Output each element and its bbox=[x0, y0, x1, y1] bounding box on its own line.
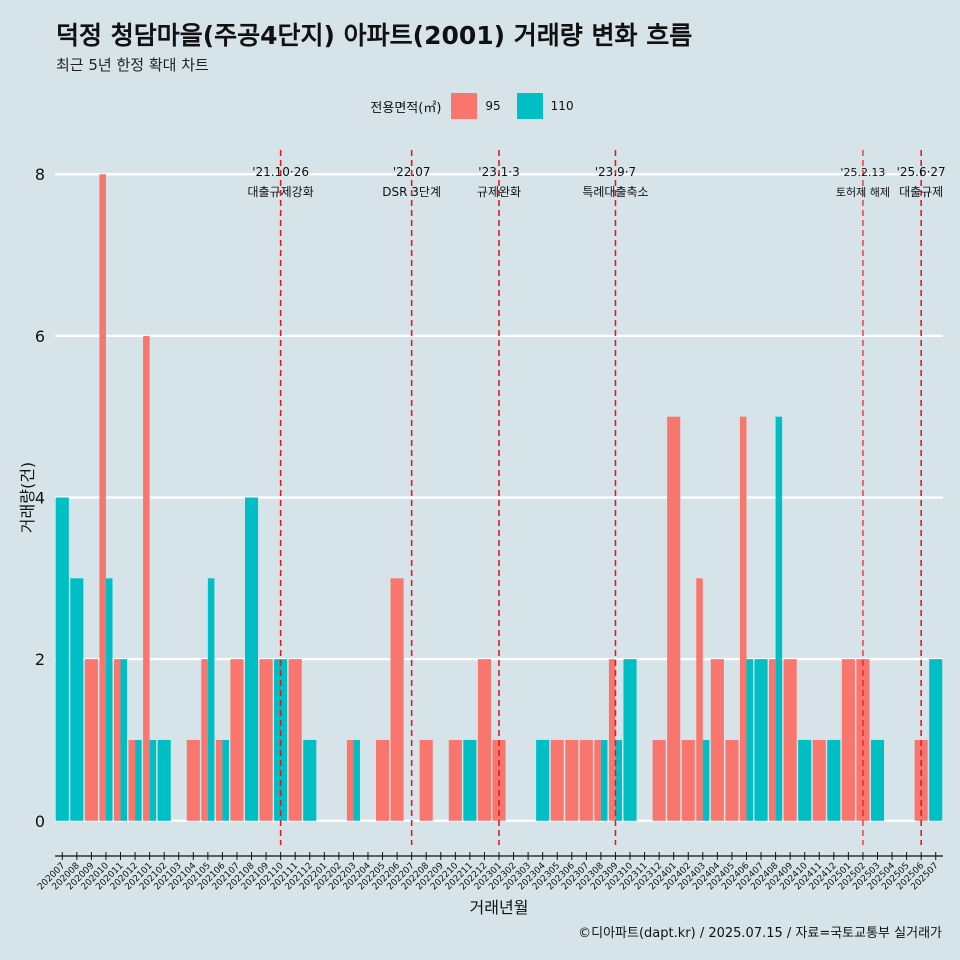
bar-95-202405 bbox=[725, 739, 739, 821]
bar-95-202402 bbox=[681, 739, 695, 821]
bar-95-202401 bbox=[667, 416, 681, 821]
bar-95-202104 bbox=[186, 739, 200, 821]
annotation-label-202502: 토허제 해제 bbox=[836, 185, 890, 199]
annotation-date-202110: '21.10·26 bbox=[252, 165, 309, 179]
bar-95-202205 bbox=[375, 739, 390, 821]
bar-95-202309 bbox=[608, 659, 616, 821]
bar-110-202304 bbox=[536, 739, 550, 821]
bar-110-202403 bbox=[702, 739, 710, 821]
bar-95-202111 bbox=[288, 659, 302, 821]
bar-95-202411 bbox=[812, 739, 826, 821]
bar-110-202102 bbox=[157, 739, 171, 821]
bar-95-202305 bbox=[550, 739, 564, 821]
bar-110-202507 bbox=[929, 659, 943, 821]
bar-95-202009 bbox=[84, 659, 98, 821]
bar-95-202406 bbox=[739, 416, 747, 821]
bar-110-202308 bbox=[600, 739, 608, 821]
bar-110-202110 bbox=[274, 659, 288, 821]
x-axis-title: 거래년월 bbox=[470, 898, 529, 917]
legend: 전용면적(㎡) 95 110 bbox=[0, 93, 960, 119]
bar-110-202310 bbox=[623, 659, 637, 821]
bar-110-202410 bbox=[798, 739, 812, 821]
bar-95-202206 bbox=[390, 578, 404, 821]
bar-110-202101 bbox=[149, 739, 157, 821]
bar-110-202408 bbox=[775, 416, 783, 821]
bar-110-202010 bbox=[105, 578, 113, 821]
bar-95-202312 bbox=[652, 739, 666, 821]
bar-110-202412 bbox=[827, 739, 841, 821]
bar-110-202008 bbox=[70, 578, 84, 821]
bar-95-202010 bbox=[99, 174, 106, 821]
bar-110-202012 bbox=[135, 739, 142, 821]
bar-110-202007 bbox=[55, 497, 69, 821]
bar-110-202407 bbox=[754, 659, 768, 821]
annotation-date-202207: '22.07 bbox=[393, 165, 431, 179]
legend-swatch-95 bbox=[451, 93, 478, 119]
chart-subtitle: 최근 5년 한정 확대 차트 bbox=[56, 56, 209, 74]
chart-caption: ©디아파트(dapt.kr) / 2025.07.15 / 자료=국토교통부 실… bbox=[578, 926, 942, 941]
bar-110-202112 bbox=[303, 739, 317, 821]
bar-95-202101 bbox=[143, 335, 150, 821]
bar-110-202503 bbox=[870, 739, 885, 821]
annotation-label-202207: DSR 3단계 bbox=[382, 185, 441, 199]
bar-110-202108 bbox=[244, 497, 259, 821]
annotation-label-202506: 대출규제 bbox=[899, 185, 943, 199]
bar-95-202408 bbox=[769, 659, 776, 821]
chart-title: 덕정 청담마을(주공4단지) 아파트(2001) 거래량 변화 흐름 bbox=[56, 21, 693, 50]
bar-110-202309 bbox=[615, 739, 623, 821]
bar-110-202011 bbox=[120, 659, 128, 821]
y-tick-label-8: 8 bbox=[35, 165, 45, 184]
annotation-date-202506: '25.6·27 bbox=[897, 165, 946, 179]
bar-95-202212 bbox=[477, 659, 491, 821]
annotation-label-202309: 특례대출축소 bbox=[582, 185, 648, 199]
bar-95-202107 bbox=[230, 659, 244, 821]
legend-label-110: 110 bbox=[550, 99, 574, 113]
bar-95-202109 bbox=[259, 659, 273, 821]
annotation-label-202110: 대출규제강화 bbox=[248, 185, 314, 199]
annotation-date-202309: '23.9·7 bbox=[595, 165, 636, 179]
bar-110-202106 bbox=[222, 739, 229, 821]
bar-95-202203 bbox=[346, 739, 354, 821]
annotation-date-202301: '23.1·3 bbox=[478, 165, 519, 179]
bar-110-202406 bbox=[746, 659, 754, 821]
bar-95-202308 bbox=[594, 739, 601, 821]
bar-95-202403 bbox=[696, 578, 703, 821]
bar-95-202210 bbox=[448, 739, 462, 821]
y-tick-label-2: 2 bbox=[35, 650, 45, 669]
y-tick-label-0: 0 bbox=[35, 812, 45, 831]
bar-110-202211 bbox=[463, 739, 477, 821]
bar-95-202306 bbox=[565, 739, 579, 821]
bar-95-202404 bbox=[710, 659, 724, 821]
annotation-date-202502: '25.2.13 bbox=[840, 166, 885, 179]
bar-95-202208 bbox=[419, 739, 433, 821]
bar-95-202106 bbox=[215, 739, 223, 821]
legend-title: 전용면적(㎡) bbox=[370, 100, 442, 116]
legend-label-95: 95 bbox=[485, 99, 501, 113]
bar-95-202502 bbox=[856, 659, 870, 821]
legend-swatch-110 bbox=[516, 93, 543, 119]
y-tick-label-4: 4 bbox=[35, 489, 45, 508]
bar-95-202011 bbox=[113, 659, 121, 821]
bar-95-202105 bbox=[201, 659, 208, 821]
bar-95-202501 bbox=[841, 659, 855, 821]
bar-110-202203 bbox=[353, 739, 360, 821]
bar-95-202012 bbox=[128, 739, 136, 821]
bar-110-202105 bbox=[207, 578, 215, 821]
y-tick-label-6: 6 bbox=[35, 327, 45, 346]
y-axis-title: 거래량(건) bbox=[18, 462, 37, 533]
annotation-label-202301: 규제완화 bbox=[477, 185, 521, 199]
bar-95-202307 bbox=[579, 739, 593, 821]
bar-95-202409 bbox=[783, 659, 797, 821]
